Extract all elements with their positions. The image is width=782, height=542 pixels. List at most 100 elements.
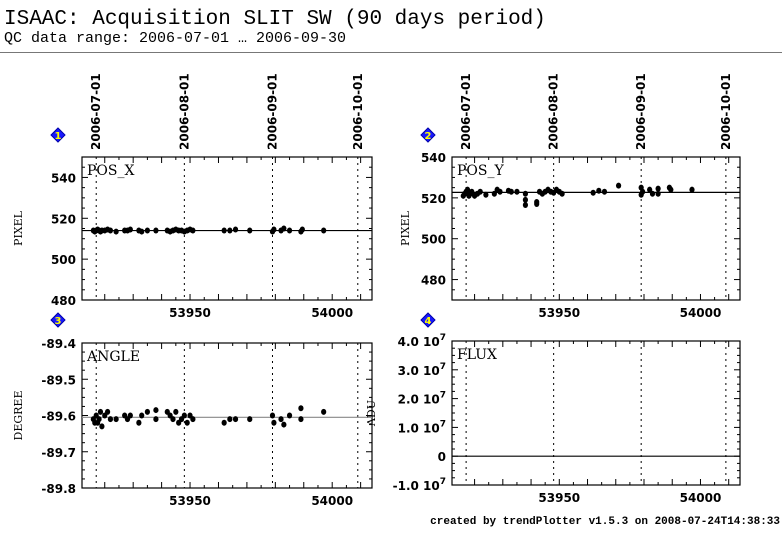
data-point xyxy=(247,227,253,234)
data-point xyxy=(221,227,227,234)
data-point xyxy=(281,421,287,428)
data-point xyxy=(139,412,145,419)
data-point xyxy=(139,228,145,235)
data-point xyxy=(647,186,653,193)
data-point xyxy=(271,419,277,426)
panel-label: POS_Y xyxy=(457,163,504,179)
data-point xyxy=(113,416,119,423)
data-point xyxy=(596,187,602,194)
y-tick-label: 500 xyxy=(421,233,446,247)
panel-pos-y: 53950 54000 480 500 520 540 2006-07-01 2006-08-… xyxy=(399,73,741,320)
date-marker-label: 2006-10-01 xyxy=(719,73,733,150)
y-tick-label: 480 xyxy=(51,294,76,308)
badge-number: 3 xyxy=(55,316,62,327)
date-marker-label: 2006-07-01 xyxy=(459,73,473,150)
data-point xyxy=(508,188,514,195)
x-tick-label: 53950 xyxy=(169,306,211,320)
x-tick-label: 54000 xyxy=(311,494,353,508)
y-tick-label: -89.4 xyxy=(41,337,76,351)
y-tick-label: 3.0 107 xyxy=(398,362,446,378)
data-point xyxy=(99,423,105,430)
data-point xyxy=(655,185,661,192)
data-point xyxy=(689,186,695,193)
badge-diamond-icon xyxy=(50,127,66,143)
data-point xyxy=(127,412,133,419)
data-point xyxy=(107,416,114,423)
y-axis-label: DEGREE xyxy=(12,391,25,441)
x-tick-label: 53950 xyxy=(169,494,211,508)
data-point xyxy=(153,227,159,234)
data-point xyxy=(227,416,233,423)
y-axis-label: PIXEL xyxy=(12,210,25,246)
y-tick-label: 540 xyxy=(421,151,446,165)
y-tick-label: -89.6 xyxy=(41,410,76,424)
data-point xyxy=(184,419,190,426)
badge-diamond-icon xyxy=(50,312,66,328)
data-point xyxy=(668,186,674,193)
data-point xyxy=(227,227,233,234)
badge-number: 4 xyxy=(425,316,432,327)
data-point xyxy=(278,416,284,423)
x-tick-label: 54000 xyxy=(680,306,722,320)
data-point xyxy=(173,408,179,415)
data-point xyxy=(469,188,475,195)
data-point xyxy=(483,191,489,198)
panel-badge: 4 xyxy=(420,312,436,328)
data-point xyxy=(299,226,305,233)
data-point xyxy=(97,408,104,415)
data-point xyxy=(590,189,596,196)
data-point xyxy=(655,190,661,197)
data-point xyxy=(321,408,327,415)
panel-label: ANGLE xyxy=(86,349,140,365)
data-point xyxy=(136,419,142,426)
x-tick-label: 54000 xyxy=(311,306,353,320)
data-point xyxy=(559,190,565,197)
data-point xyxy=(522,202,529,209)
y-axis-label: ADU xyxy=(365,400,378,427)
data-point xyxy=(190,227,196,234)
badge-diamond-icon xyxy=(420,312,436,328)
date-marker-label: 2006-09-01 xyxy=(634,73,648,150)
y-tick-label: 0 xyxy=(438,450,446,464)
y-tick-label: 520 xyxy=(421,192,446,206)
data-point xyxy=(522,196,529,203)
data-point xyxy=(247,416,253,423)
data-point xyxy=(639,188,646,195)
y-tick-label: -1.0 107 xyxy=(393,477,446,493)
panel-badge: 1 xyxy=(50,127,66,143)
y-tick-label: 480 xyxy=(421,274,446,288)
data-point xyxy=(464,186,471,193)
data-point xyxy=(281,225,287,232)
data-point xyxy=(232,226,239,233)
data-point xyxy=(649,190,656,197)
data-point xyxy=(181,412,187,419)
panel-label: POS_X xyxy=(87,163,134,179)
panel-pos-x: 53950 54000 480 500 520 540 2006-07-01 2006-08-… xyxy=(12,73,373,320)
data-point xyxy=(232,416,239,423)
badge-number: 2 xyxy=(425,131,432,142)
data-point xyxy=(271,226,277,233)
panel-badge: 3 xyxy=(50,312,66,328)
x-tick-label: 53950 xyxy=(538,306,580,320)
panel-flux: 53950 54000 -1.0 107 0 1.0 107 2.0 107 3.0 107… xyxy=(365,312,741,505)
data-point xyxy=(107,227,114,234)
data-point xyxy=(491,190,497,197)
badge-diamond-icon xyxy=(420,127,436,143)
y-tick-label: 500 xyxy=(51,253,76,267)
y-tick-label: -89.7 xyxy=(41,446,76,460)
data-point xyxy=(190,416,196,423)
data-point xyxy=(104,408,111,415)
data-point xyxy=(144,408,150,415)
data-point xyxy=(153,416,159,423)
data-point xyxy=(298,416,304,423)
y-tick-label: 540 xyxy=(51,171,76,185)
y-tick-label: 2.0 107 xyxy=(398,391,446,407)
date-marker-label: 2006-07-01 xyxy=(89,73,103,150)
date-marker-label: 2006-08-01 xyxy=(177,73,191,150)
panel-label: FLUX xyxy=(457,347,497,363)
data-point xyxy=(144,227,150,234)
data-point xyxy=(286,412,293,419)
data-point xyxy=(170,416,176,423)
data-point xyxy=(269,412,276,419)
data-point xyxy=(615,182,622,189)
